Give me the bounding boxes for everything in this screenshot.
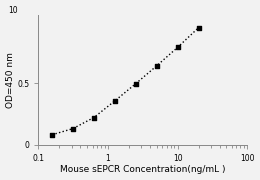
Point: [92, 116, 96, 119]
X-axis label: Mouse sEPCR Concentration(ng/mL ): Mouse sEPCR Concentration(ng/mL ): [60, 165, 226, 174]
Text: 10: 10: [9, 6, 18, 15]
Point: [176, 46, 180, 49]
Point: [71, 127, 75, 130]
Point: [50, 133, 54, 136]
Point: [113, 100, 117, 102]
Point: [155, 64, 159, 67]
Point: [134, 82, 138, 85]
Y-axis label: OD=450 nm: OD=450 nm: [5, 52, 15, 108]
Point: [197, 26, 201, 29]
